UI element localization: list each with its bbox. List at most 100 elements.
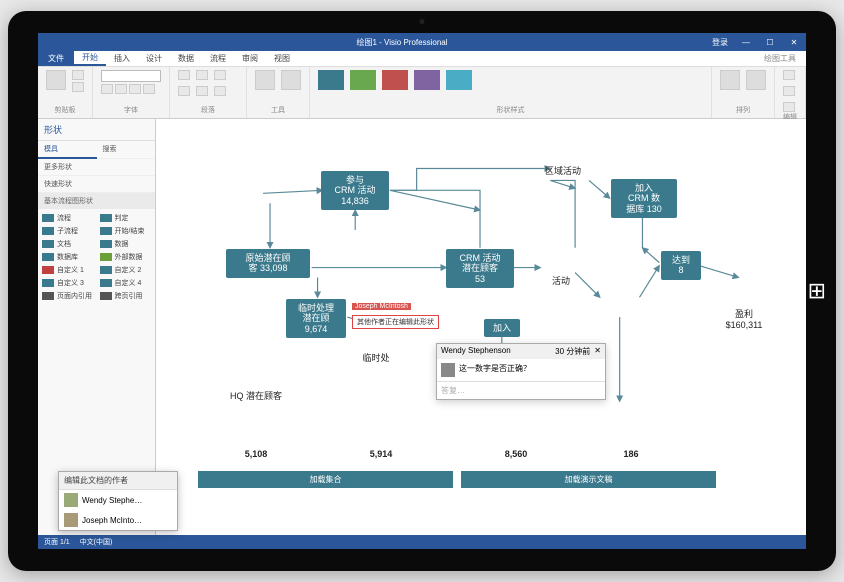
ribbon-tabs: 文件 开始 插入 设计 数据 流程 审阅 视图 绘图工具 xyxy=(38,51,806,67)
stencil-label: 开始/结束 xyxy=(115,226,145,236)
bottom-bar[interactable]: 加载集合 xyxy=(198,471,453,488)
stencil-swatch xyxy=(100,266,112,274)
tab-file[interactable]: 文件 xyxy=(38,51,74,66)
contextual-label: 绘图工具 xyxy=(764,53,796,64)
chat-reply-input[interactable]: 答复… xyxy=(437,381,605,399)
shapes-quick[interactable]: 快速形状 xyxy=(38,176,155,193)
paste-icon[interactable] xyxy=(46,70,66,90)
position-icon[interactable] xyxy=(746,70,766,90)
stencil-item[interactable]: 自定义 3 xyxy=(42,278,94,288)
stencil-item[interactable]: 自定义 4 xyxy=(100,278,152,288)
flowchart-node[interactable]: 盈利$160,311 xyxy=(711,307,777,330)
font-selector[interactable] xyxy=(101,70,161,82)
stencil-item[interactable]: 页面内引用 xyxy=(42,291,94,301)
shapes-tab-search[interactable]: 搜索 xyxy=(97,141,156,159)
coauthor-tag[interactable]: Joseph McIntosh xyxy=(352,303,411,310)
flowchart-node[interactable]: 达到8 xyxy=(661,251,701,280)
shape-style-5[interactable] xyxy=(446,70,472,90)
bottom-bar[interactable]: 加载演示文稿 xyxy=(461,471,716,488)
flowchart-node[interactable]: 区域活动 xyxy=(536,164,590,177)
shape-style-3[interactable] xyxy=(382,70,408,90)
flowchart-node[interactable]: 加入CRM 数据库 130 xyxy=(611,179,677,218)
layers-icon[interactable] xyxy=(783,86,795,96)
metric-value: 186 xyxy=(601,449,661,459)
stencil-item[interactable]: 外部数据 xyxy=(100,252,152,262)
stencil-item[interactable]: 数据 xyxy=(100,239,152,249)
stencil-item[interactable]: 跨页引用 xyxy=(100,291,152,301)
tab-view[interactable]: 视图 xyxy=(266,51,298,66)
tab-review[interactable]: 审阅 xyxy=(234,51,266,66)
authors-popup[interactable]: 编辑此文档的作者 Wendy Stephe… Joseph McInto… xyxy=(58,471,178,531)
align-center-icon[interactable] xyxy=(196,70,208,80)
connector-tool-icon[interactable] xyxy=(281,70,301,90)
authors-title: 编辑此文档的作者 xyxy=(59,472,177,490)
arrange-icon[interactable] xyxy=(720,70,740,90)
fontcolor-icon[interactable] xyxy=(143,84,155,94)
stencil-label: 页面内引用 xyxy=(57,291,92,301)
stencil-item[interactable]: 数据库 xyxy=(42,252,94,262)
shape-style-2[interactable] xyxy=(350,70,376,90)
bold-icon[interactable] xyxy=(101,84,113,94)
flowchart-node[interactable]: CRM 活动潜在顾客53 xyxy=(446,249,514,288)
flowchart-node[interactable]: 活动 xyxy=(541,274,581,287)
stencil-item[interactable]: 判定 xyxy=(100,213,152,223)
find-icon[interactable] xyxy=(783,70,795,80)
select-icon[interactable] xyxy=(783,102,795,112)
tab-data[interactable]: 数据 xyxy=(170,51,202,66)
stencil-swatch xyxy=(100,253,112,261)
minimize-button[interactable]: — xyxy=(734,38,758,47)
outdent-icon[interactable] xyxy=(214,86,226,96)
chat-time: 30 分钟前 xyxy=(555,346,590,357)
drawing-canvas[interactable]: 参与CRM 活动14,836 原始潜在顾客 33,098 临时处理潜在顾9,674 C… xyxy=(156,119,806,535)
status-bar: 页面 1/1 中文(中国) xyxy=(38,535,806,549)
flowchart-node[interactable]: 参与CRM 活动14,836 xyxy=(321,171,389,210)
title-bar: 绘图1 - Visio Professional 登录 — ☐ ✕ xyxy=(38,33,806,51)
stencil-item[interactable]: 开始/结束 xyxy=(100,226,152,236)
shapes-more[interactable]: 更多形状 xyxy=(38,159,155,176)
flowchart-node[interactable]: 加入 xyxy=(484,319,520,337)
chat-message: 这一数字是否正确？ xyxy=(459,363,531,377)
indent-icon[interactable] xyxy=(196,86,208,96)
shape-style-1[interactable] xyxy=(318,70,344,90)
stencil-swatch xyxy=(100,279,112,287)
stencil-swatch xyxy=(42,253,54,261)
stencil-item[interactable]: 文档 xyxy=(42,239,94,249)
maximize-button[interactable]: ☐ xyxy=(758,38,782,47)
shapes-tab-stencils[interactable]: 模具 xyxy=(38,141,97,159)
author-name[interactable]: Wendy Stephe… xyxy=(82,496,142,505)
stencil-item[interactable]: 自定义 2 xyxy=(100,265,152,275)
chat-popup[interactable]: Wendy Stephenson 30 分钟前 ✕ 这一数字是否正确？ 答复… xyxy=(436,343,606,400)
italic-icon[interactable] xyxy=(115,84,127,94)
stencil-swatch xyxy=(100,214,112,222)
author-name[interactable]: Joseph McInto… xyxy=(82,516,142,525)
stencil-label: 自定义 4 xyxy=(115,278,142,288)
stencil-item[interactable]: 子流程 xyxy=(42,226,94,236)
flowchart-node[interactable]: 临时处理潜在顾9,674 xyxy=(286,299,346,338)
close-button[interactable]: ✕ xyxy=(782,38,806,47)
author-row: Joseph McInto… xyxy=(59,510,177,530)
copy-icon[interactable] xyxy=(72,82,84,92)
shape-style-4[interactable] xyxy=(414,70,440,90)
stencil-item[interactable]: 自定义 1 xyxy=(42,265,94,275)
underline-icon[interactable] xyxy=(129,84,141,94)
chat-close-icon[interactable]: ✕ xyxy=(594,346,601,357)
tab-home[interactable]: 开始 xyxy=(74,51,106,66)
account-link[interactable]: 登录 xyxy=(706,37,734,48)
cut-icon[interactable] xyxy=(72,70,84,80)
shapes-section-basic[interactable]: 基本流程图形状 xyxy=(38,193,155,209)
pointer-tool-icon[interactable] xyxy=(255,70,275,90)
stencil-label: 子流程 xyxy=(57,226,78,236)
flowchart-node[interactable]: 原始潜在顾客 33,098 xyxy=(226,249,310,278)
bullets-icon[interactable] xyxy=(178,86,190,96)
stencil-item[interactable]: 流程 xyxy=(42,213,94,223)
tab-design[interactable]: 设计 xyxy=(138,51,170,66)
align-right-icon[interactable] xyxy=(214,70,226,80)
stencil-swatch xyxy=(42,292,54,300)
windows-button[interactable]: ⊞ xyxy=(808,278,826,304)
stencil-label: 判定 xyxy=(115,213,129,223)
tab-insert[interactable]: 插入 xyxy=(106,51,138,66)
metric-value: 5,108 xyxy=(226,449,286,459)
align-left-icon[interactable] xyxy=(178,70,190,80)
tab-process[interactable]: 流程 xyxy=(202,51,234,66)
stencil-label: 外部数据 xyxy=(115,252,143,262)
